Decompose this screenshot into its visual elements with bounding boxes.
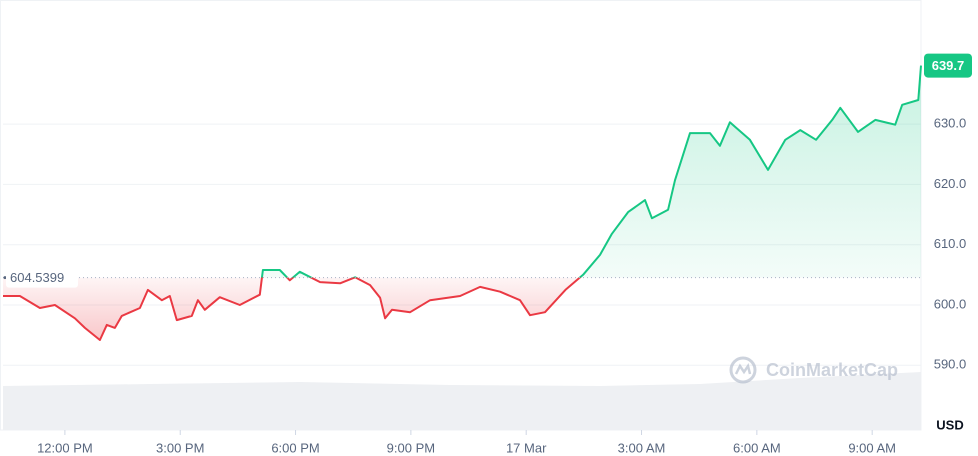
baseline-label-bg [6,267,78,288]
watermark-text: CoinMarketCap [766,360,898,380]
x-tick-label: 9:00 PM [387,440,435,455]
price-area [3,65,921,340]
y-tick-label: 590.0 [934,357,967,372]
x-tick-label: 9:00 AM [848,440,896,455]
y-tick-label: 630.0 [934,116,967,131]
plot: 590.0 600.0 610.0 620.0 630.0 12:00 PM 3:00 PM… [3,53,972,455]
y-tick-label: 600.0 [934,296,967,311]
price-tag-label: 639.7 [932,58,965,73]
y-tick-label: 610.0 [934,236,967,251]
baseline-dot [3,276,7,280]
x-tick-label: 3:00 PM [156,440,204,455]
y-tick-label: 620.0 [934,176,967,191]
x-tick-label: 12:00 PM [37,440,93,455]
x-tick-label: 17 Mar [506,440,547,455]
price-line [3,65,922,341]
y-axis-label: USD [936,417,963,432]
x-tick-label: 6:00 AM [733,440,781,455]
volume-area [3,372,921,430]
x-tick-label: 3:00 AM [618,440,666,455]
watermark: CoinMarketCap [729,356,898,384]
price-tag [924,53,972,78]
baseline-label: 604.5399 [10,270,64,285]
x-tick-label: 6:00 PM [271,440,319,455]
